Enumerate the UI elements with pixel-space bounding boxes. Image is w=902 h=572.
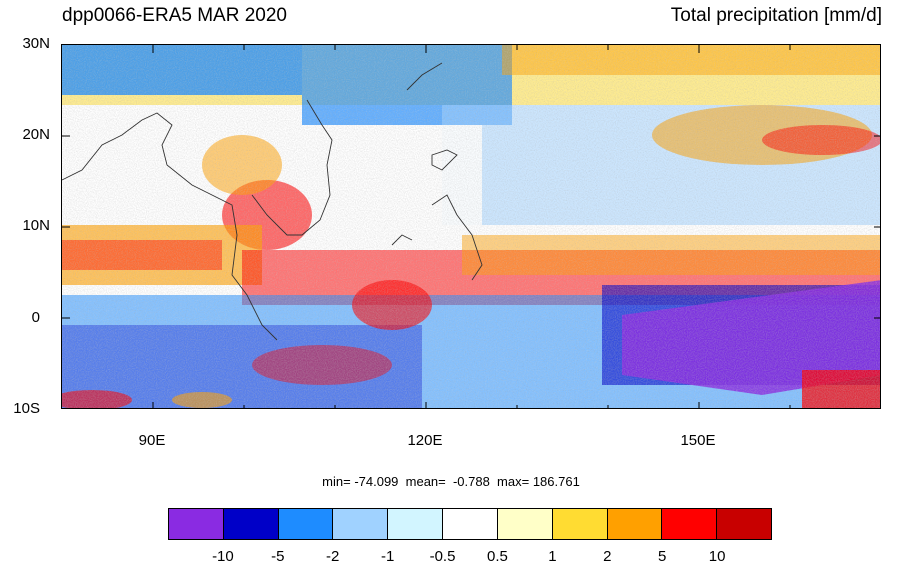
lat-label-20n: 20N [22,126,50,143]
colorbar [168,508,772,540]
colorbar-swatch-9 [662,509,718,539]
precipitation-map [61,44,881,409]
lat-label-10n: 10N [22,217,50,234]
colorbar-swatch-10 [717,509,771,539]
colorbar-label: 1 [548,548,557,565]
lat-label-0: 0 [31,309,40,326]
lon-label-90e: 90E [138,432,166,449]
colorbar-swatch-2 [278,509,334,539]
stats-line: min= -74.099 mean= -0.788 max= 186.761 [322,474,580,489]
colorbar-label: 0.5 [487,548,508,565]
plot-title: dpp0066-ERA5 MAR 2020 [62,5,287,26]
colorbar-swatch-0 [169,509,224,539]
colorbar-swatch-3 [333,509,389,539]
lat-label-10s: 10S [13,400,40,417]
colorbar-swatch-6 [497,509,553,539]
colorbar-swatch-5 [443,509,498,539]
lat-label-30n: 30N [22,35,50,52]
colorbar-label: -5 [271,548,285,565]
colorbar-swatch-4 [388,509,444,539]
variable-title: Total precipitation [mm/d] [670,5,882,26]
colorbar-swatch-1 [223,509,279,539]
lon-label-120e: 120E [407,432,443,449]
colorbar-label: 10 [708,548,726,565]
colorbar-label: 2 [603,548,612,565]
colorbar-label: -10 [212,548,234,565]
colorbar-label: -0.5 [429,548,456,565]
colorbar-label: 5 [658,548,667,565]
colorbar-label: -2 [326,548,340,565]
lon-label-150e: 150E [680,432,716,449]
noise-texture [62,45,880,408]
coastlines [62,62,483,341]
colorbar-label: -1 [380,548,395,565]
map-ticks [62,45,880,408]
colorbar-swatch-8 [607,509,663,539]
colorbar-swatch-7 [552,509,608,539]
